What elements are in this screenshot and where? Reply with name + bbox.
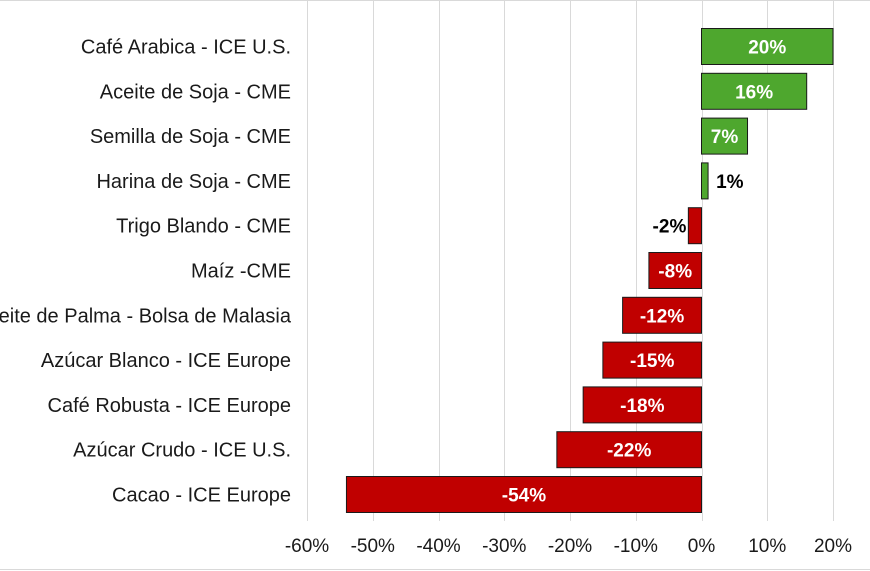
bar [648,252,703,289]
x-tick-label: -20% [548,536,592,557]
x-tick-label: 0% [688,536,716,557]
data-label: -54% [502,486,546,507]
category-label: Maíz -CME [191,261,291,283]
data-label: -12% [640,306,684,327]
data-label: -8% [658,262,692,283]
category-label: Aceite de Palma - Bolsa de Malasia [0,305,292,327]
category-label: Harina de Soja - CME [96,171,291,193]
data-label: 7% [711,127,739,148]
x-tick-label: 10% [748,536,786,557]
bar [556,431,702,469]
data-label: 16% [735,82,773,103]
bar [345,476,702,513]
x-tick-label: -50% [351,536,395,557]
category-label: Azúcar Crudo - ICE U.S. [73,440,291,462]
x-axis-tick-labels: -60% -50% -40% -30% -20% -10% 0% 10% 20% [285,536,852,557]
bars [345,28,834,513]
category-label: Cacao - ICE Europe [112,485,291,507]
data-label: 1% [716,172,744,193]
category-label: Trigo Blando - CME [116,216,291,238]
data-label: -2% [653,217,687,238]
data-label: -18% [620,396,664,417]
category-label: Aceite de Soja - CME [100,81,291,103]
bar [701,117,749,155]
x-tick-label: -10% [614,536,658,557]
category-label: Café Arabica - ICE U.S. [81,37,291,59]
data-labels: 20% 16% 7% 1% -2% -8% -12% -15% -18% -22% -54% [502,38,787,507]
bar [701,72,808,110]
category-label: Azúcar Blanco - ICE Europe [41,350,291,372]
bar [687,207,702,245]
category-label: Café Robusta - ICE Europe [48,395,291,417]
category-label: Semilla de Soja - CME [90,126,291,148]
bar [701,28,834,65]
data-label: -15% [630,351,674,372]
bar [602,341,702,379]
x-tick-label: -40% [416,536,460,557]
data-label: 20% [748,38,786,59]
x-tick-label: -60% [285,536,329,557]
x-tick-label: 20% [814,536,852,557]
bar [582,386,703,424]
data-label: -22% [607,441,651,462]
category-labels: Café Arabica - ICE U.S. Aceite de Soja - … [0,37,292,507]
bar [701,162,709,200]
bar [622,296,702,334]
x-tick-label: -30% [482,536,526,557]
